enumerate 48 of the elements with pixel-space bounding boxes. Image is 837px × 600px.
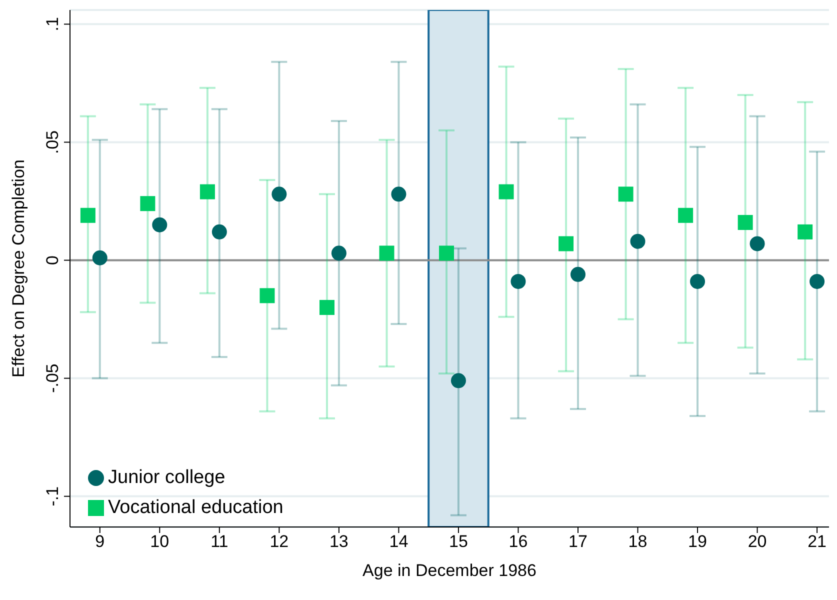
point xyxy=(319,300,334,315)
x-tick-label: 18 xyxy=(628,532,648,552)
point xyxy=(152,217,168,232)
point xyxy=(92,250,108,266)
point xyxy=(690,274,706,289)
x-tick-label: 12 xyxy=(270,532,289,552)
point xyxy=(570,266,586,282)
point xyxy=(212,224,227,240)
point xyxy=(630,234,646,249)
x-tick-label: 19 xyxy=(688,532,707,552)
x-tick-label: 10 xyxy=(150,532,170,552)
point xyxy=(558,236,574,252)
y-tick-label: .1 xyxy=(43,17,62,32)
y-tick-label: -.05 xyxy=(43,364,62,393)
point xyxy=(678,208,694,223)
x-tick-label: 16 xyxy=(508,532,528,552)
point xyxy=(331,246,346,261)
y-axis-title: Effect on Degree Completion xyxy=(9,160,28,378)
point xyxy=(439,246,454,261)
y-tick-label: 0 xyxy=(43,256,62,265)
point xyxy=(798,224,813,240)
y-tick-label: .05 xyxy=(43,130,62,154)
x-tick-label: 11 xyxy=(210,532,228,552)
point xyxy=(498,184,514,200)
legend-label: Junior college xyxy=(108,467,226,488)
legend-label: Vocational education xyxy=(108,497,284,518)
point xyxy=(272,186,287,202)
point xyxy=(200,184,215,200)
point xyxy=(810,274,825,289)
point xyxy=(140,196,156,212)
point xyxy=(618,186,634,202)
x-tick-label: 13 xyxy=(329,532,348,552)
point xyxy=(80,208,96,223)
x-tick-label: 9 xyxy=(95,532,105,552)
point xyxy=(379,246,394,261)
point xyxy=(391,186,406,202)
x-tick-label: 14 xyxy=(389,532,408,552)
x-axis-title: Age in December 1986 xyxy=(362,561,536,580)
point xyxy=(260,288,275,304)
point xyxy=(750,236,765,252)
point xyxy=(738,214,753,230)
x-tick-label: 21 xyxy=(808,532,827,552)
point xyxy=(510,274,526,289)
x-tick-label: 15 xyxy=(449,532,468,552)
x-tick-label: 20 xyxy=(748,532,767,552)
x-tick-label: 17 xyxy=(568,532,588,552)
y-tick-label: -.1 xyxy=(43,486,62,506)
point xyxy=(450,373,466,388)
